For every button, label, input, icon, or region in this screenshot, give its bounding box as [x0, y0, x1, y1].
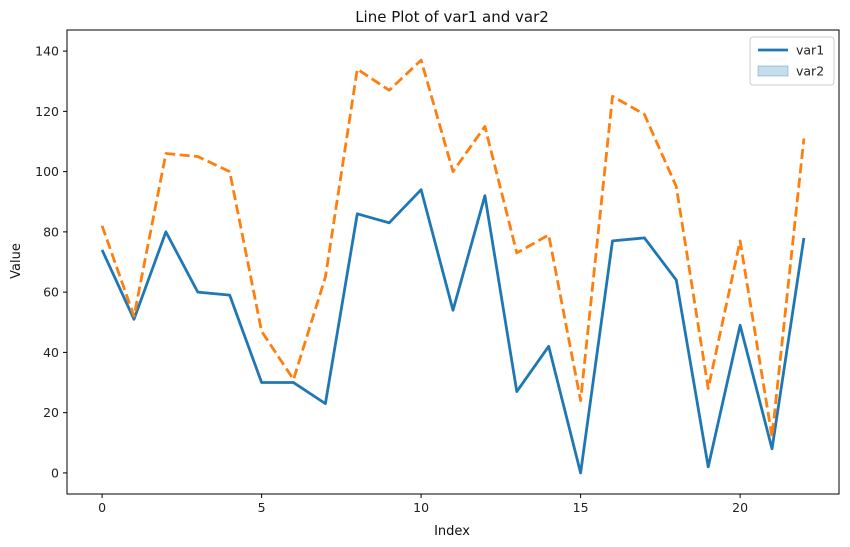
x-tick-label: 15: [573, 500, 589, 515]
x-tick-label: 0: [98, 500, 106, 515]
x-tick-label: 10: [413, 500, 429, 515]
y-tick-label: 80: [43, 224, 59, 239]
plot-area: 0 5 10 15 20 0 20 40 60 80 100 120 140: [35, 29, 840, 515]
x-tick-label: 5: [258, 500, 266, 515]
series-line-var1: [100, 188, 806, 475]
y-tick-label: 60: [43, 285, 59, 300]
series-line-var2: [100, 58, 806, 439]
x-tick-label: 20: [732, 500, 748, 515]
chart-title: Line Plot of var1 and var2: [355, 8, 549, 26]
y-tick-label: 140: [35, 44, 59, 59]
y-tick-label: 0: [51, 465, 59, 480]
legend: var1 var2: [749, 36, 835, 86]
x-axis-label: Index: [434, 524, 470, 539]
y-tick-label: 20: [43, 405, 59, 420]
y-tick-label: 120: [35, 104, 59, 119]
legend-label-var1: var1: [796, 43, 824, 58]
legend-label-var2: var2: [796, 64, 824, 79]
axes-frame: [66, 29, 840, 495]
legend-swatch-var2: [757, 65, 789, 77]
y-tick-label: 40: [43, 345, 59, 360]
y-tick-label: 100: [35, 164, 59, 179]
y-axis-label: Value: [9, 243, 24, 279]
